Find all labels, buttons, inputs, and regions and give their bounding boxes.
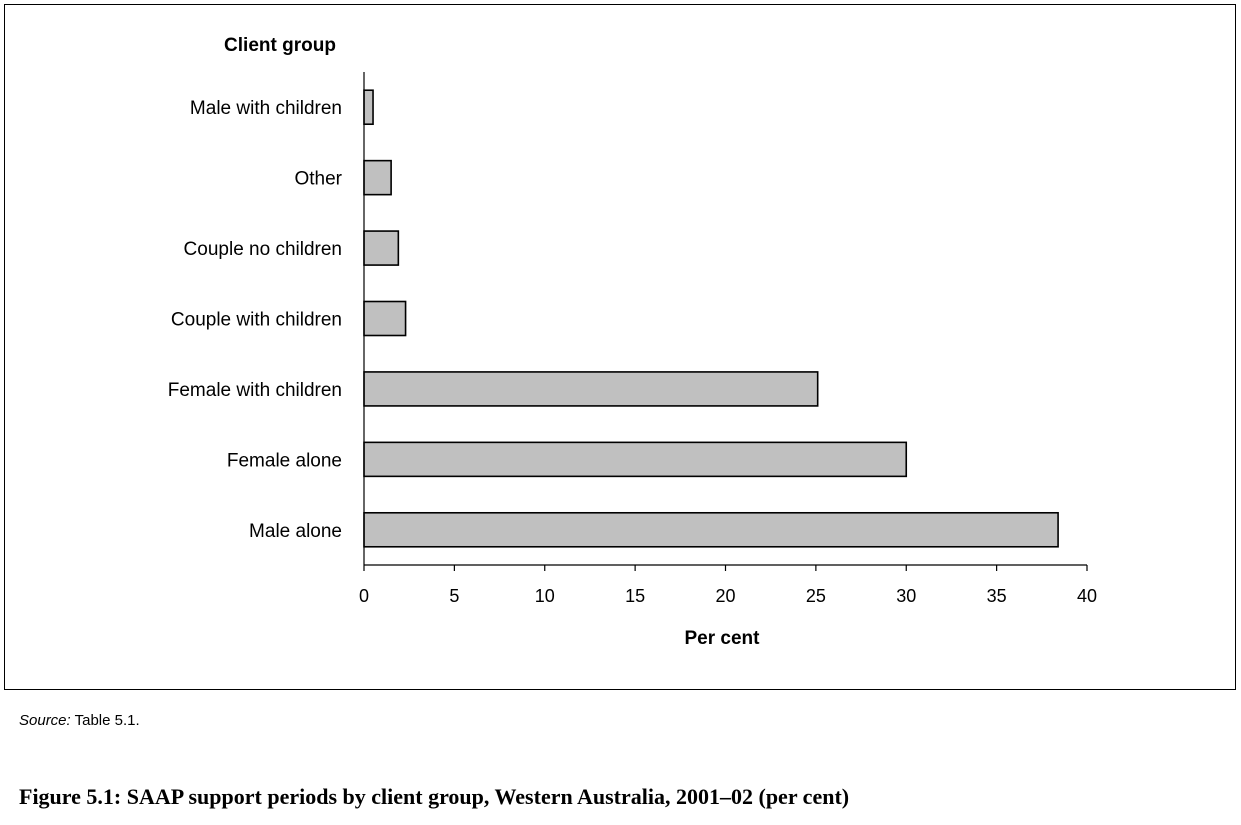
bar [363,300,407,337]
bar [363,511,1059,548]
x-tick-label: 0 [359,586,369,606]
x-tick-label: 10 [535,586,555,606]
x-tick-label: 20 [715,586,735,606]
x-tick-label: 25 [806,586,826,606]
y-axis-title: Client group [224,35,336,56]
axes: 0 5 10 15 20 25 30 35 40 [359,72,1097,606]
bar [363,371,819,407]
category-label: Couple no children [184,239,342,260]
x-tick-label: 30 [896,586,916,606]
figure-caption: Figure 5.1: SAAP support periods by clie… [19,784,850,809]
category-label: Other [294,169,342,190]
category-label: Female with children [168,380,342,401]
source-text: Table 5.1. [70,712,140,729]
category-label: Couple with children [171,310,342,331]
category-label: Male with children [190,98,342,119]
x-tick-label: 35 [987,586,1007,606]
category-label: Female alone [227,450,342,471]
x-tick-label: 5 [449,586,459,606]
chart-frame [4,4,1236,690]
bar [363,89,374,126]
bar-chart: Client group Male with children Other Coup… [168,35,1097,649]
bars: Male with children Other Couple no childre… [168,89,1059,548]
x-tick-label: 40 [1077,586,1097,606]
bar [363,230,400,266]
bar [363,441,908,478]
x-tick-label: 15 [625,586,645,606]
source-note: Source: Table 5.1. [19,712,140,729]
source-prefix: Source: [19,712,71,729]
x-axis-title: Per cent [685,628,761,649]
category-label: Male alone [249,521,342,542]
bar [363,159,392,196]
